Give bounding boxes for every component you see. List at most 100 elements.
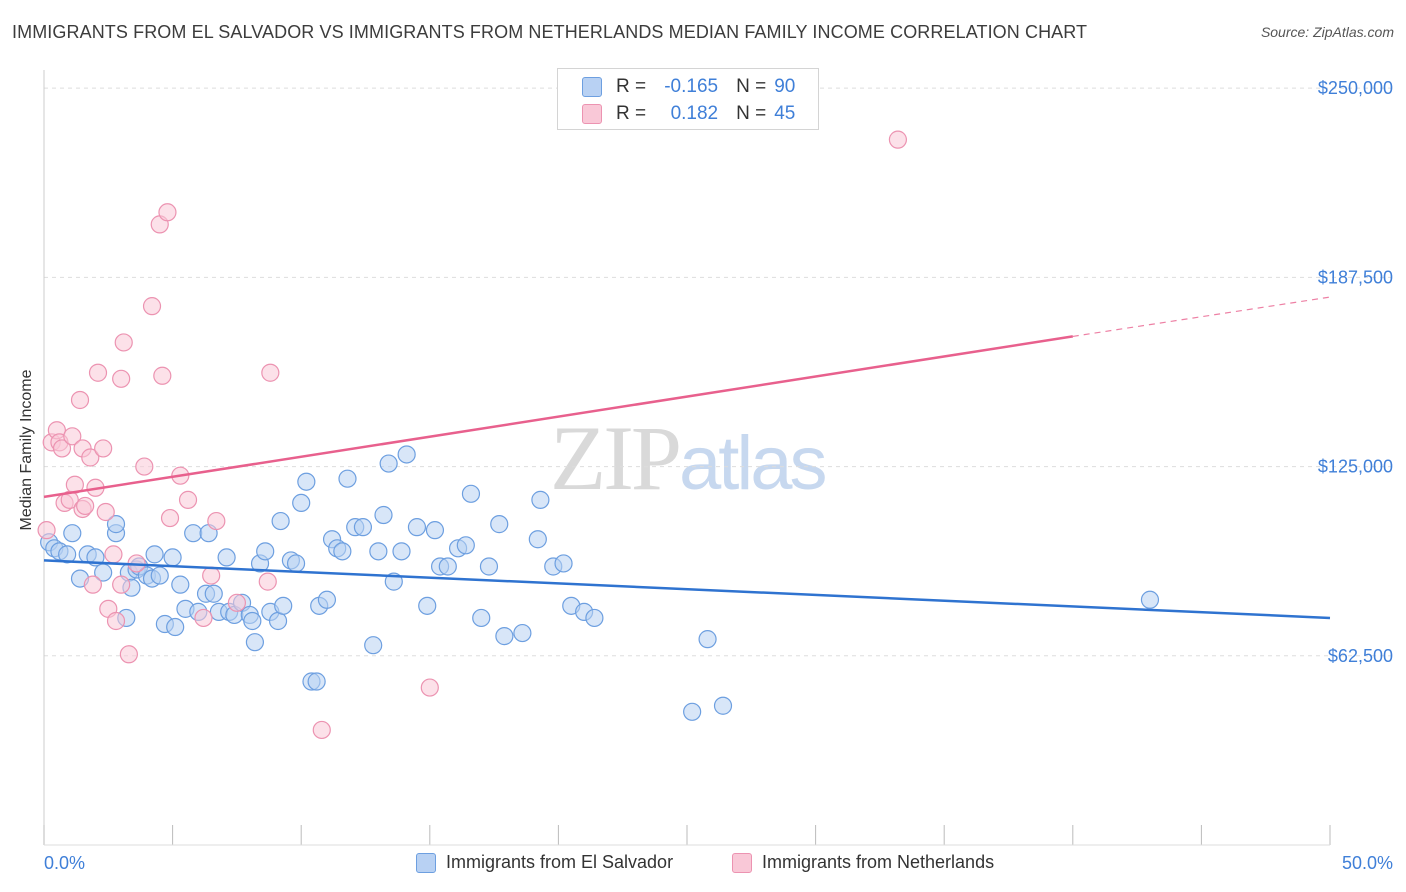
el-salvador-point [268,611,288,631]
netherlands-point [112,369,131,388]
stats-r-label: R = [616,103,647,124]
el-salvador-point [286,554,306,573]
netherlands-point [160,508,180,528]
netherlands-point [207,511,226,531]
bottom-legend: Immigrants from El Salvador Immigrants f… [0,852,1406,878]
el-salvador-point [472,608,491,628]
stats-r-value: 0.182 [670,103,719,124]
netherlands-point [261,363,280,382]
el-salvador-point [297,472,316,491]
el-salvador-point [204,584,223,603]
y-tick-label: $187,500 [1318,267,1393,287]
el-salvador-point [353,518,373,537]
netherlands-point [114,333,133,352]
el-salvador-point [292,493,311,513]
legend-label: Immigrants from Netherlands [762,852,995,872]
legend-swatch-blue [416,852,436,873]
el-salvador-point [531,490,550,509]
stats-swatch-blue [582,77,602,97]
stats-n-label: N = [736,103,767,124]
netherlands-point [227,593,246,612]
netherlands-point [83,575,102,594]
stats-row-el-salvador: R = -0.165 N = 90 [582,74,795,100]
el-salvador-point [554,554,573,573]
watermark-zip: ZIP [550,407,682,509]
netherlands-point [142,297,162,316]
stats-r-label: R = [616,76,647,97]
netherlands-point [81,448,100,467]
netherlands-point [70,390,90,410]
el-salvador-point [698,630,717,649]
el-salvador-point [163,548,182,567]
el-salvador-point [150,566,169,585]
el-salvador-point [418,596,437,615]
el-salvador-point [317,590,337,609]
netherlands-trendline [43,335,1073,499]
netherlands-point [312,720,331,740]
y-tick-label: $62,500 [1328,646,1393,666]
stats-n-value: 45 [774,103,796,124]
legend-item-netherlands[interactable]: Immigrants from Netherlands [732,852,994,873]
el-salvador-point [106,515,126,534]
netherlands-point [52,439,72,458]
netherlands-point [37,521,56,540]
stats-n-label: N = [736,76,767,97]
netherlands-point [112,575,131,594]
el-salvador-point [364,636,383,655]
netherlands-trendline-extension [1072,296,1331,337]
el-salvador-point [397,445,416,464]
netherlands-point [106,611,126,631]
legend-item-el-salvador[interactable]: Immigrants from El Salvador [416,852,673,873]
el-salvador-point [456,536,475,555]
netherlands-point [420,678,439,697]
netherlands-point [178,490,198,509]
y-tick-label: $250,000 [1318,78,1393,98]
stats-r-value: -0.165 [664,76,719,97]
netherlands-point [888,130,908,149]
stats-n-value: 90 [774,76,796,97]
el-salvador-point [245,633,265,652]
el-salvador-point [184,524,203,543]
el-salvador-point [374,505,393,525]
source-note: Source: ZipAtlas.com [1260,24,1394,40]
el-salvador-point [333,542,352,561]
x-tick-label-min: 0.0% [44,853,85,873]
x-tick-label-max: 50.0% [1342,853,1393,873]
el-salvador-point [392,542,411,561]
el-salvador-point [1140,590,1160,609]
netherlands-point [119,645,138,664]
netherlands-point [135,457,154,476]
el-salvador-point [379,454,398,473]
el-salvador-point [461,484,481,503]
el-salvador-point [145,545,164,564]
stats-row-netherlands: R = 0.182 N = 45 [582,101,795,127]
el-salvador-trendline [43,559,1331,620]
stats-legend: R = -0.165 N = 90 R = 0.182 N = 45 [557,68,819,130]
netherlands-point [88,363,108,382]
el-salvador-point [490,515,509,534]
watermark: ZIPatlas [550,405,828,511]
stats-swatch-pink [582,104,602,124]
el-salvador-point [171,575,190,594]
watermark-atlas: atlas [679,421,828,506]
el-salvador-point [479,557,499,576]
el-salvador-point [528,530,547,549]
el-salvador-point [369,542,388,561]
netherlands-point [96,502,115,522]
el-salvador-point [274,596,293,615]
chart-title: IMMIGRANTS FROM EL SALVADOR VS IMMIGRANT… [12,22,1088,42]
el-salvador-point [243,611,262,631]
y-tick-label: $125,000 [1318,457,1393,477]
el-salvador-point [217,548,236,567]
netherlands-point [194,608,213,628]
netherlands-point [258,572,277,591]
el-salvador-point [713,696,733,715]
legend-label: Immigrants from El Salvador [446,852,674,872]
el-salvador-point [166,617,185,637]
netherlands-point [202,566,221,585]
el-salvador-point [63,524,82,543]
el-salvador-point [271,511,290,531]
netherlands-point [104,545,123,564]
legend-swatch-pink [732,852,752,873]
